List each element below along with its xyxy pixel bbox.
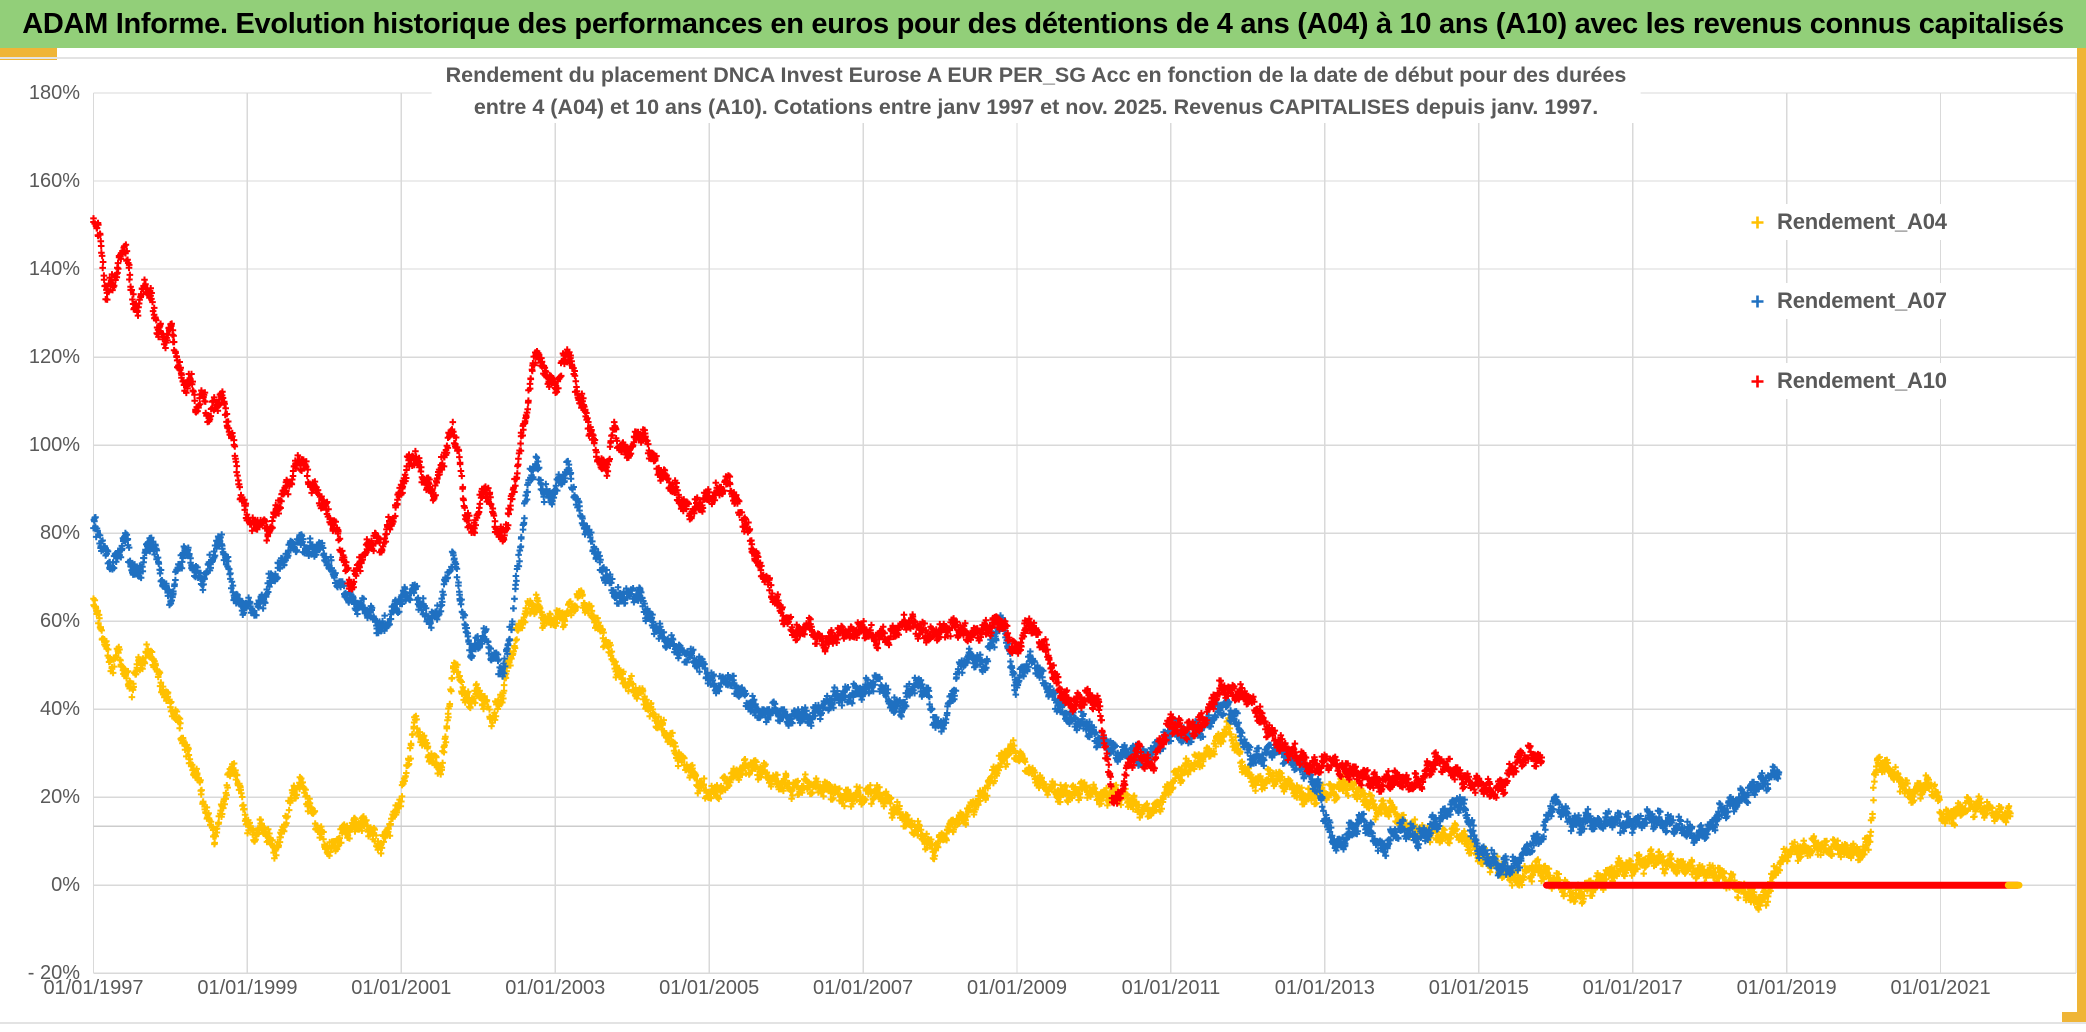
y-tick-label: 40% [39, 698, 80, 721]
y-tick-label: - 20% [27, 962, 80, 985]
gold-accent-bottom-right [2062, 1012, 2086, 1024]
chart-title-line1: Rendement du placement DNCA Invest Euros… [445, 63, 1627, 87]
y-tick-label: 120% [28, 346, 80, 369]
legend-label-a04: Rendement_A04 [1777, 209, 1947, 234]
banner-title: ADAM Informe. Evolution historique des p… [22, 7, 2064, 40]
x-tick-label: 01/01/2009 [966, 977, 1068, 999]
legend-item-rendement-a07: Rendement_A07 [1744, 283, 1957, 319]
banner: ADAM Informe. Evolution historique des p… [0, 0, 2086, 48]
top-divider-line [0, 57, 2086, 59]
series-points-rendement_a10 [90, 215, 1545, 807]
plus-marker-icon [1751, 295, 1764, 307]
series-points-rendement_a07 [90, 453, 1783, 879]
plus-marker-icon [1751, 216, 1764, 228]
bottom-divider-line [0, 1022, 2086, 1024]
y-tick-label: 60% [39, 610, 80, 633]
x-tick-label: 01/01/2013 [1274, 977, 1375, 999]
plus-marker-icon [1751, 375, 1764, 387]
y-tick-label: 20% [39, 786, 80, 809]
gold-accent-right-border [2077, 48, 2086, 1024]
y-tick-label: 80% [39, 522, 80, 545]
y-tick-label: 160% [28, 170, 80, 193]
x-tick-label: 01/01/2001 [351, 977, 452, 999]
x-tick-label: 01/01/2007 [813, 977, 914, 999]
y-tick-label: 180% [28, 82, 80, 104]
chart-title: Rendement du placement DNCA Invest Euros… [431, 59, 1641, 123]
x-tick-label: 01/01/2019 [1736, 977, 1837, 999]
x-tick-label: 01/01/2021 [1890, 977, 1991, 999]
series-points-rendement_a04 [90, 587, 2014, 913]
x-tick-label: 01/01/2005 [659, 977, 760, 999]
x-tick-label: 01/01/1997 [43, 977, 144, 999]
x-tick-label: 01/01/2017 [1582, 977, 1683, 999]
legend-label-a07: Rendement_A07 [1777, 288, 1947, 313]
y-tick-label: 140% [28, 258, 80, 281]
legend-item-rendement-a10: Rendement_A10 [1744, 363, 1957, 399]
x-tick-label: 01/01/2003 [505, 977, 606, 999]
x-tick-label: 01/01/2015 [1428, 977, 1529, 999]
legend-item-rendement-a04: Rendement_A04 [1744, 204, 1957, 240]
x-tick-label: 01/01/2011 [1121, 977, 1221, 999]
y-tick-label: 0% [51, 874, 80, 897]
legend-label-a10: Rendement_A10 [1777, 368, 1947, 393]
chart-title-line2: entre 4 (A04) et 10 ans (A10). Cotations… [473, 95, 1599, 119]
x-tick-label: 01/01/1999 [197, 977, 298, 999]
y-tick-label: 100% [28, 434, 80, 457]
